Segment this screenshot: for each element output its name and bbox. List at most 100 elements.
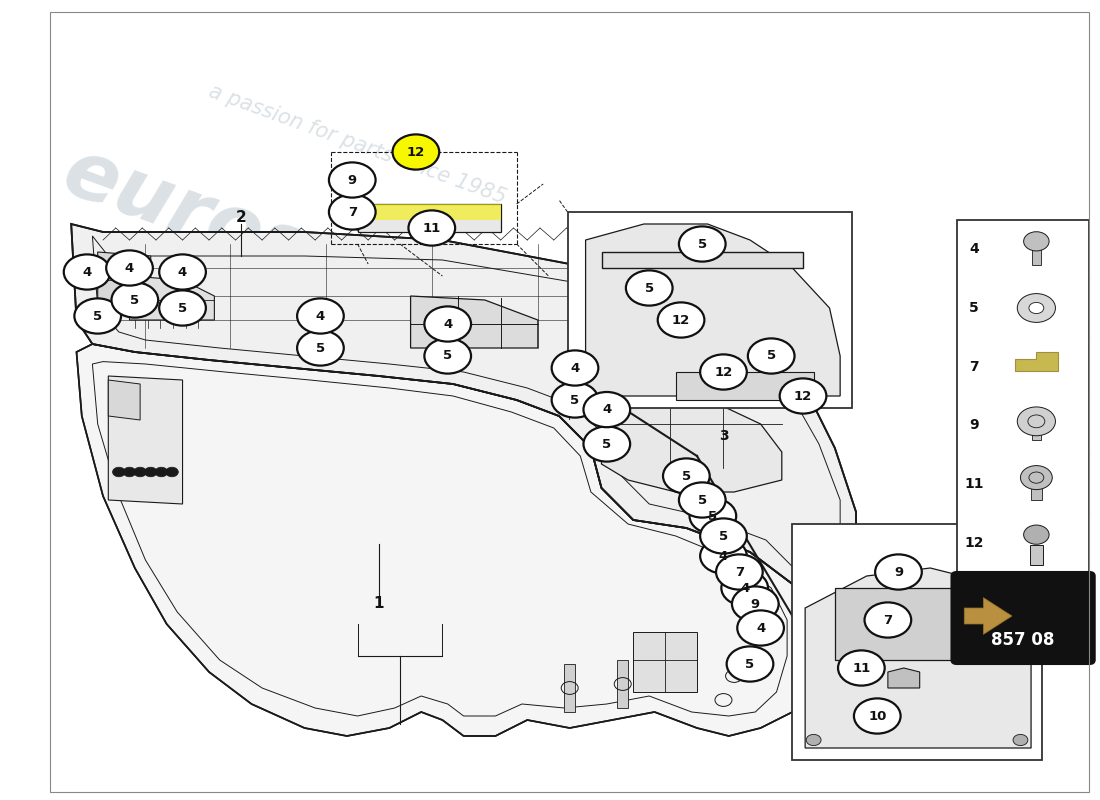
Text: 12: 12 [964, 536, 983, 550]
Text: 5: 5 [746, 658, 755, 670]
Circle shape [425, 306, 471, 342]
FancyBboxPatch shape [358, 204, 500, 220]
Text: 5: 5 [767, 350, 775, 362]
Text: 4: 4 [316, 310, 326, 322]
Polygon shape [585, 224, 840, 396]
Circle shape [112, 467, 125, 477]
Polygon shape [1015, 352, 1057, 370]
Circle shape [134, 467, 146, 477]
Circle shape [838, 650, 884, 686]
FancyBboxPatch shape [1032, 246, 1041, 266]
Circle shape [1013, 574, 1027, 586]
Text: 9: 9 [969, 418, 979, 432]
Text: 9: 9 [894, 566, 903, 578]
Text: 12: 12 [794, 390, 812, 402]
Text: 5: 5 [682, 470, 691, 482]
Text: eurospares: eurospares [52, 132, 557, 380]
Polygon shape [675, 372, 814, 400]
Text: 5: 5 [94, 310, 102, 322]
Circle shape [876, 554, 922, 590]
Polygon shape [108, 380, 140, 420]
Text: 5: 5 [571, 394, 580, 406]
Text: 4: 4 [125, 262, 134, 274]
Text: 12: 12 [672, 314, 690, 326]
Text: 7: 7 [883, 614, 892, 626]
Text: 5: 5 [969, 301, 979, 315]
Circle shape [854, 698, 901, 734]
Circle shape [700, 354, 747, 390]
Circle shape [806, 734, 821, 746]
Text: 857 08: 857 08 [991, 631, 1055, 649]
Polygon shape [805, 568, 1031, 748]
Text: 4: 4 [178, 266, 187, 278]
Text: 10: 10 [868, 710, 887, 722]
Circle shape [700, 538, 747, 574]
Circle shape [583, 426, 630, 462]
Circle shape [425, 338, 471, 374]
Polygon shape [617, 660, 628, 708]
Text: 5: 5 [719, 530, 728, 542]
Circle shape [75, 298, 121, 334]
Circle shape [160, 254, 206, 290]
Circle shape [658, 302, 704, 338]
Text: 11: 11 [964, 477, 983, 491]
Text: 11: 11 [422, 222, 441, 234]
Circle shape [1028, 302, 1044, 314]
Text: 5: 5 [697, 238, 707, 250]
Polygon shape [410, 296, 538, 348]
Circle shape [107, 250, 153, 286]
Text: 4: 4 [571, 362, 580, 374]
Circle shape [408, 210, 455, 246]
Text: 7: 7 [969, 360, 979, 374]
Text: 4: 4 [443, 318, 452, 330]
Polygon shape [358, 204, 500, 232]
Circle shape [732, 586, 779, 622]
Circle shape [679, 226, 726, 262]
FancyBboxPatch shape [792, 524, 1042, 760]
Text: 5: 5 [178, 302, 187, 314]
Polygon shape [602, 252, 803, 268]
Text: a passion for parts since 1985: a passion for parts since 1985 [206, 81, 509, 207]
Text: 11: 11 [852, 662, 870, 674]
Circle shape [700, 518, 747, 554]
FancyBboxPatch shape [568, 212, 851, 408]
Circle shape [583, 392, 630, 427]
Circle shape [1021, 466, 1053, 490]
Circle shape [329, 162, 375, 198]
Circle shape [663, 458, 710, 494]
Circle shape [865, 602, 911, 638]
Polygon shape [965, 598, 1012, 634]
Text: 4: 4 [740, 582, 749, 594]
Text: 4: 4 [969, 242, 979, 256]
Polygon shape [602, 384, 782, 492]
Circle shape [722, 570, 768, 606]
Text: 5: 5 [645, 282, 653, 294]
Circle shape [64, 254, 110, 290]
Text: 4: 4 [82, 266, 91, 278]
Text: 12: 12 [407, 146, 425, 158]
Circle shape [144, 467, 157, 477]
Circle shape [737, 610, 784, 646]
Circle shape [123, 467, 136, 477]
Polygon shape [72, 224, 856, 624]
Text: 5: 5 [130, 294, 140, 306]
Circle shape [679, 482, 726, 518]
FancyBboxPatch shape [1032, 426, 1041, 440]
Circle shape [297, 298, 344, 334]
FancyBboxPatch shape [1030, 545, 1043, 565]
Text: 9: 9 [348, 174, 356, 186]
Polygon shape [888, 668, 920, 688]
Text: 5: 5 [443, 350, 452, 362]
Circle shape [552, 350, 598, 386]
Text: 12: 12 [714, 366, 733, 378]
Polygon shape [98, 252, 151, 308]
Circle shape [166, 467, 178, 477]
Text: 3: 3 [718, 429, 728, 443]
Polygon shape [634, 632, 697, 692]
Circle shape [1013, 734, 1027, 746]
Circle shape [1024, 525, 1049, 544]
FancyBboxPatch shape [952, 572, 1094, 664]
Circle shape [1018, 294, 1056, 322]
Circle shape [780, 378, 826, 414]
Circle shape [329, 194, 375, 230]
